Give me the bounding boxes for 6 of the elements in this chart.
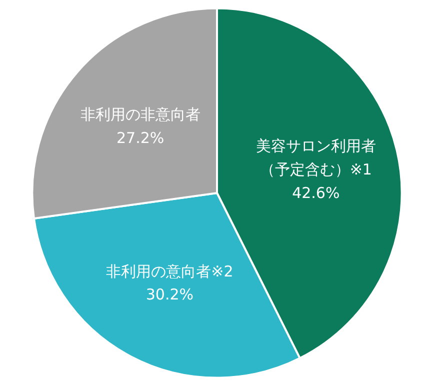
data-label: 27.2% — [116, 128, 164, 147]
slice-label: 美容サロン利用者（予定含む）※1 — [256, 137, 376, 179]
data-label: 30.2% — [146, 286, 194, 304]
slice-label: 非利用の非意向者 — [80, 106, 200, 124]
slice-label: 非利用の意向者※2 — [106, 262, 234, 280]
data-label: 42.6% — [292, 184, 340, 202]
